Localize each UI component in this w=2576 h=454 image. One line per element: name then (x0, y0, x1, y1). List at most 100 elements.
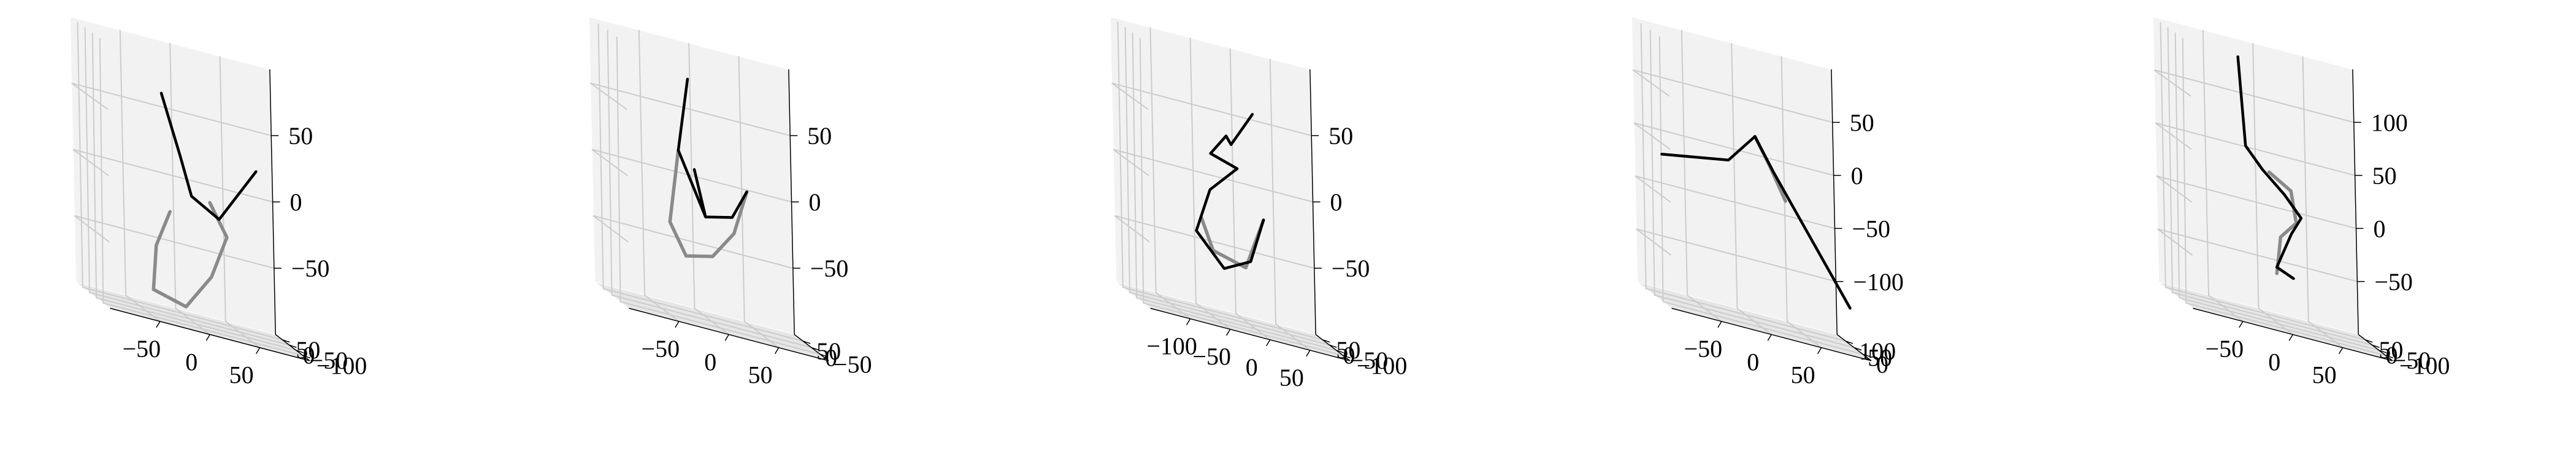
y-gridline (77, 22, 283, 340)
y-tick-label: 0 (2386, 341, 2398, 369)
y-gridline (1117, 22, 1323, 340)
z-tick-label: −50 (1852, 215, 1890, 242)
x-gridline (1731, 43, 1772, 336)
y-tick (819, 353, 828, 358)
series-line-black (2236, 55, 2303, 280)
x-tick (156, 321, 161, 328)
z-gridline (1111, 82, 1312, 137)
y-axis-line (1315, 334, 1351, 361)
z-gridline (2153, 69, 2355, 123)
x-tick (1266, 339, 1271, 347)
x-tick (205, 334, 210, 341)
x-tick-label: −50 (1684, 335, 1723, 363)
y-gridline (2182, 37, 2386, 356)
y-tick (802, 340, 811, 344)
y-tick-label: 0 (825, 344, 837, 372)
x-gridline (219, 56, 261, 348)
z-gridline (2156, 175, 2356, 229)
x-tick (1817, 347, 1822, 355)
series-line-gray (1199, 215, 1265, 270)
y-tick-label: −50 (1350, 347, 1389, 374)
y-axis-line (2358, 334, 2393, 361)
x-tick-label: 50 (2312, 361, 2337, 389)
x-tick (774, 347, 780, 355)
y-gridline (99, 37, 304, 356)
x-gridline (1681, 29, 1722, 322)
y-tick-label: 0 (1343, 341, 1355, 369)
x-tick (2239, 321, 2244, 328)
y-tick-label: 50 (816, 337, 841, 365)
y-tick (1336, 350, 1344, 353)
y-gridline (597, 23, 803, 342)
y-tick (1853, 347, 1862, 351)
x-gridline (2202, 29, 2244, 322)
y-tick (811, 347, 819, 351)
z-gridline (2157, 228, 2358, 282)
x-tick (1186, 318, 1191, 325)
z-gridline (591, 148, 792, 203)
y-axis-line (275, 334, 310, 361)
y-tick-label: −50 (834, 350, 872, 378)
series-line-gray (668, 148, 749, 258)
y-tick (2365, 339, 2373, 343)
x-gridline (1189, 37, 1231, 330)
x-gridline (638, 29, 680, 322)
y-tick-label: −50 (2393, 347, 2431, 374)
x-tick-label: 0 (185, 348, 197, 375)
x-gridline (1269, 58, 1311, 351)
series-line-black (1195, 113, 1265, 270)
x-tick (1306, 350, 1311, 357)
y-tick-label: 0 (1876, 350, 1888, 378)
x-gridline (2252, 43, 2293, 336)
z-tick-label: −100 (1853, 268, 1904, 296)
x-tick-label: 50 (1279, 364, 1304, 391)
y-tick-label: 50 (1336, 336, 1360, 364)
z-gridline (1113, 148, 1313, 203)
y-tick (2379, 350, 2386, 353)
y-tick-label: −50 (310, 347, 348, 374)
x-tick-label: 0 (704, 348, 716, 375)
x-tick-label: 0 (2268, 348, 2280, 375)
y-gridline (1124, 27, 1330, 346)
y-tick (2385, 355, 2394, 359)
y-tick-label: −100 (1357, 352, 1408, 379)
z-gridline (592, 215, 794, 269)
series-line-black (1660, 135, 1852, 310)
z-tick-label: 0 (290, 188, 302, 216)
x-tick-label: 50 (748, 361, 773, 389)
x-tick (255, 347, 261, 355)
z-tick-label: −50 (291, 255, 330, 282)
z-gridline (71, 82, 272, 137)
x-tick-label: 50 (1791, 361, 1815, 389)
x-tick-label: 0 (1747, 348, 1759, 375)
x-tick-label: −50 (1192, 343, 1231, 371)
y-gridline (2167, 27, 2372, 346)
z-tick-label: 0 (809, 188, 821, 216)
y-gridline (1640, 23, 1846, 342)
y-gridline (1649, 29, 1855, 348)
z-tick-label: 0 (1330, 188, 1343, 216)
z-gridline (2155, 122, 2355, 176)
x-gridline (119, 29, 161, 322)
x-tick (1717, 321, 1722, 328)
z-tick-label: 50 (1328, 122, 1353, 150)
x-tick (1226, 329, 1231, 336)
x-tick-label: −50 (123, 335, 161, 363)
z-gridline (1635, 175, 1835, 229)
z-tick-label: −50 (2374, 268, 2413, 296)
x-gridline (688, 43, 729, 336)
x-tick (2338, 347, 2344, 355)
x-tick-label: 0 (1246, 353, 1258, 381)
x-axis-line (1150, 307, 1351, 361)
y-gridline (1132, 33, 1336, 351)
series-line-black (677, 77, 748, 219)
z-gridline (1636, 228, 1836, 282)
y-gridline (1658, 36, 1863, 355)
y-tick-label: 50 (2379, 336, 2403, 364)
z-tick-label: 0 (1851, 162, 1863, 190)
x-tick (675, 321, 680, 328)
z-gridline (590, 82, 791, 137)
y-tick (289, 344, 297, 348)
